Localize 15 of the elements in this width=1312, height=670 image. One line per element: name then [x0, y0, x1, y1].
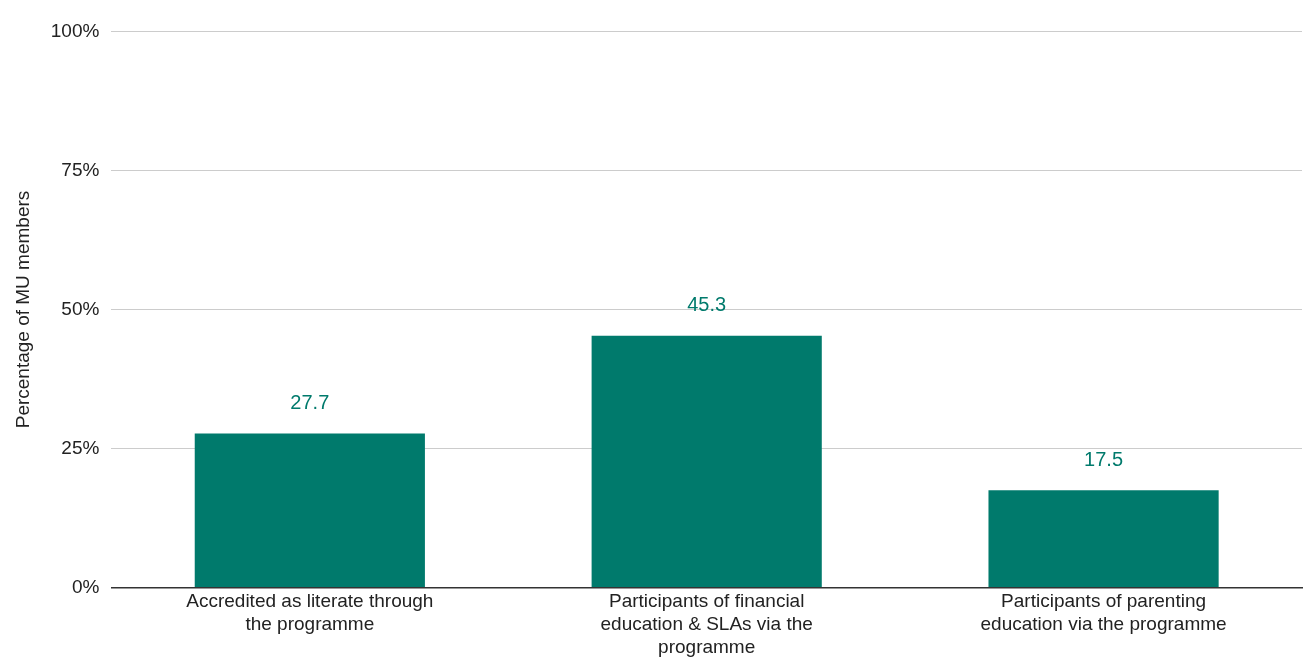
bar: [591, 335, 822, 588]
y-tick-label: 75%: [61, 158, 100, 180]
y-axis-title: Percentage of MU members: [11, 190, 33, 429]
y-tick-label: 100%: [50, 19, 100, 41]
y-tick-label: 0%: [71, 575, 100, 597]
data-label: 45.3: [687, 293, 727, 316]
data-label: 17.5: [1084, 447, 1124, 470]
bar: [988, 490, 1219, 588]
data-label: 27.7: [290, 391, 330, 414]
bar: [194, 433, 425, 588]
x-tick-label: Accredited as literate through the programme: [186, 590, 434, 635]
x-tick-label: Participants of parenting education via the programme: [980, 590, 1227, 635]
y-tick-label: 25%: [61, 436, 100, 458]
x-tick-label: Participants of financial education & SLAs via the programme: [600, 590, 813, 657]
y-tick-label: 50%: [61, 297, 100, 319]
